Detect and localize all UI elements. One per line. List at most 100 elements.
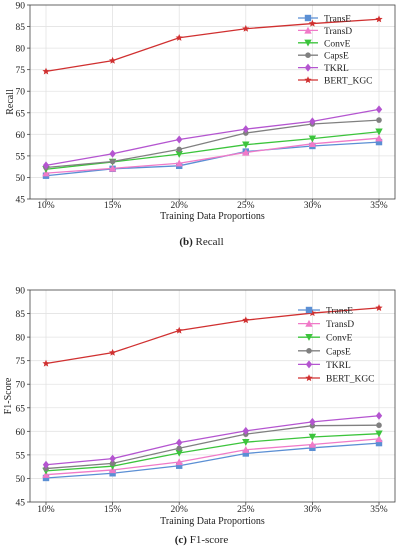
recall-legend-marker [304, 26, 312, 34]
recall-data-point [109, 158, 116, 165]
f1-caption-text: F1-score [186, 534, 229, 546]
recall-legend-item: TransD [298, 26, 352, 37]
f1-ytick-label: 85 [16, 310, 26, 320]
f1-legend-label: TKRL [326, 361, 351, 371]
recall-data-point [242, 141, 250, 149]
f1-y-axis-label: F1-Score [3, 377, 14, 414]
recall-xtick-label: 20% [170, 201, 188, 211]
recall-legend-marker [305, 52, 311, 58]
f1-legend-marker [306, 348, 312, 354]
f1-data-point [375, 430, 383, 438]
recall-data-point [376, 117, 382, 123]
f1-legend: TransE TransD ConvE CapsE TKRL BERT_KGC [298, 307, 375, 385]
recall-data-point [176, 146, 182, 153]
f1-data-point [42, 474, 50, 482]
f1-data-point [175, 449, 183, 457]
recall-data-point [42, 161, 50, 170]
f1-legend-marker [305, 319, 313, 327]
f1-series-transd [42, 435, 383, 478]
recall-data-point [108, 164, 117, 172]
f1-xtick-label: 20% [170, 505, 188, 515]
recall-legend-marker [304, 76, 312, 84]
f1-legend-item: BERT_KGC [298, 374, 375, 385]
f1-ytick-label: 80 [16, 334, 26, 344]
f1-series-transe [42, 439, 383, 482]
recall-data-point [175, 33, 183, 41]
f1-data-point [308, 433, 317, 441]
recall-data-point [375, 128, 383, 136]
recall-ytick-label: 65 [16, 109, 26, 119]
f1-data-point [108, 348, 117, 356]
f1-legend-label: TransD [326, 320, 354, 330]
recall-data-point [176, 135, 183, 144]
recall-data-point [375, 138, 383, 146]
f1-caption: (c) F1-score [0, 534, 403, 546]
f1-ytick-label: 60 [16, 428, 26, 438]
f1-legend-item: ConvE [298, 334, 353, 344]
recall-xtick-label: 10% [37, 201, 55, 211]
f1-data-point [242, 438, 250, 446]
recall-caption-text: Recall [192, 236, 224, 248]
f1-data-point [242, 316, 250, 324]
recall-ytick-label: 50 [16, 174, 26, 184]
f1-legend-item: TransE [298, 307, 353, 317]
f1-ytick-label: 75 [16, 357, 26, 367]
recall-legend-label: CapsE [324, 52, 349, 62]
f1-caption-letter: (c) [174, 534, 187, 546]
recall-data-point [375, 105, 383, 114]
f1-series-line [45, 438, 380, 476]
f1-chart: 45 50 55 60 65 70 75 80 85 90 10% 15% 20% 25% 30% 35% Tr… [3, 287, 396, 527]
recall-legend-label: TKRL [324, 64, 349, 74]
recall-series-conve [42, 128, 383, 173]
recall-legend: TransE TransD ConvE CapsE TKRL BERT_KGC [298, 15, 373, 87]
recall-series-line [45, 141, 380, 177]
f1-data-point [42, 359, 50, 367]
f1-data-point [375, 304, 383, 311]
f1-legend-marker [305, 374, 313, 382]
recall-data-point [242, 125, 249, 134]
f1-xtick-label: 30% [304, 505, 322, 515]
f1-legend-label: BERT_KGC [326, 375, 375, 385]
f1-data-point [109, 454, 116, 463]
f1-xtick-label: 15% [104, 505, 122, 515]
recall-legend-label: BERT_KGC [324, 77, 373, 87]
recall-data-point [108, 56, 117, 64]
recall-chart-panel: 45 50 55 60 65 70 75 80 85 90 10% 15% 20% 25% 30% 35% Tr… [0, 0, 403, 270]
recall-data-point [309, 117, 316, 126]
recall-x-axis-label: Training Data Proportions [160, 211, 265, 222]
f1-data-point [309, 417, 316, 426]
f1-data-point [375, 435, 383, 443]
f1-data-point [109, 470, 116, 477]
recall-data-point [42, 67, 50, 75]
f1-legend-marker [305, 360, 313, 369]
f1-series-line [45, 307, 380, 365]
recall-ytick-label: 75 [16, 66, 26, 76]
recall-series-transe [42, 138, 383, 179]
f1-legend-label: CapsE [326, 347, 351, 357]
f1-legend-marker [305, 334, 313, 341]
f1-ytick-label: 45 [16, 499, 26, 509]
f1-data-point [242, 450, 249, 457]
f1-data-point [375, 439, 383, 447]
recall-data-point [242, 148, 250, 156]
f1-data-point [242, 446, 250, 453]
recall-legend-item: CapsE [298, 52, 349, 62]
f1-data-point [375, 411, 383, 420]
f1-data-point [175, 458, 183, 466]
recall-ytick-label: 85 [16, 23, 26, 33]
f1-series-bert-kgc [42, 304, 383, 367]
recall-series-tkrl [42, 105, 383, 170]
f1-data-point [308, 440, 317, 448]
f1-data-point [242, 426, 249, 435]
recall-legend-label: ConvE [324, 39, 351, 49]
recall-data-point [242, 24, 250, 32]
recall-legend-label: TransD [324, 27, 352, 37]
f1-series-line [45, 433, 380, 472]
recall-ytick-label: 45 [16, 196, 26, 206]
f1-plot-frame [29, 289, 396, 503]
f1-chart-panel: 45 50 55 60 65 70 75 80 85 90 10% 15% 20% 25% 30% 35% Tr… [0, 278, 403, 550]
recall-legend-marker [304, 39, 312, 47]
f1-ytick-label: 90 [16, 287, 26, 297]
f1-xtick-label: 25% [237, 505, 255, 515]
recall-legend-marker [304, 63, 312, 72]
